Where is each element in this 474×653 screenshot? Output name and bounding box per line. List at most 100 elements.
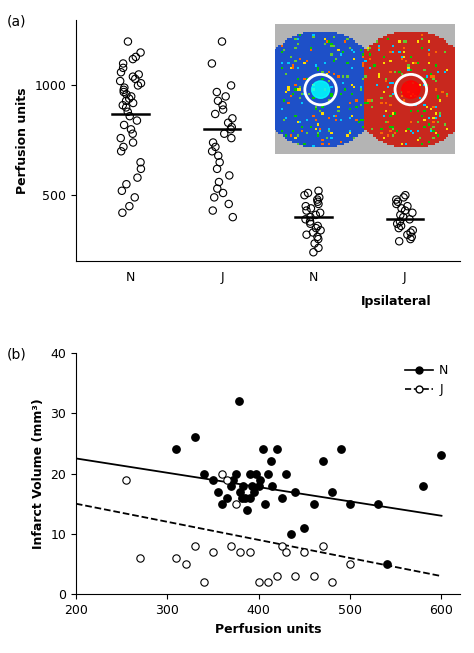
Point — [119, 63, 127, 73]
Point — [229, 474, 237, 485]
Point — [419, 481, 427, 491]
Point — [248, 481, 256, 491]
Point — [273, 571, 281, 581]
Point — [307, 212, 314, 223]
Point — [315, 185, 322, 196]
Point — [303, 205, 310, 215]
X-axis label: Perfusion units: Perfusion units — [215, 622, 321, 635]
Point — [374, 498, 381, 509]
Point — [137, 47, 145, 57]
Point — [316, 208, 324, 218]
Point — [209, 547, 217, 557]
Point — [134, 80, 142, 91]
Point — [328, 577, 336, 588]
Point — [137, 164, 145, 174]
Point — [117, 133, 125, 144]
Point — [243, 505, 251, 515]
Point — [191, 432, 199, 443]
Legend: N, J: N, J — [401, 359, 454, 402]
Point — [209, 146, 216, 157]
Point — [310, 571, 317, 581]
Point — [239, 481, 247, 491]
Point — [314, 197, 321, 207]
Point — [213, 87, 220, 97]
Point — [301, 522, 308, 533]
Point — [315, 243, 322, 253]
Text: Ipsilateral: Ipsilateral — [361, 295, 431, 308]
Point — [213, 164, 221, 174]
Point — [397, 221, 405, 231]
Point — [135, 69, 143, 80]
Point — [307, 203, 315, 214]
Point — [228, 113, 236, 123]
Point — [407, 227, 414, 238]
Point — [133, 116, 141, 126]
Point — [397, 210, 404, 220]
Point — [261, 498, 269, 509]
Point — [287, 529, 294, 539]
Point — [312, 223, 320, 233]
Point — [238, 492, 246, 503]
Point — [122, 474, 130, 485]
Point — [126, 93, 133, 104]
Point — [214, 95, 222, 106]
Point — [216, 157, 223, 167]
Point — [278, 492, 285, 503]
Point — [219, 468, 226, 479]
Point — [264, 577, 272, 588]
Point — [120, 85, 128, 95]
Point — [136, 553, 144, 564]
Point — [118, 146, 125, 157]
Point — [246, 468, 253, 479]
Point — [229, 212, 237, 223]
Point — [219, 100, 227, 110]
Point — [283, 468, 290, 479]
Point — [302, 214, 310, 225]
Point — [124, 106, 132, 117]
Point — [232, 498, 239, 509]
Point — [126, 201, 133, 212]
Point — [403, 229, 411, 240]
Point — [269, 481, 276, 491]
Point — [173, 553, 180, 564]
Point — [312, 210, 319, 220]
Point — [252, 468, 260, 479]
Point — [328, 486, 336, 497]
Point — [211, 142, 219, 152]
Point — [310, 247, 317, 257]
Point — [224, 118, 232, 128]
Point — [210, 192, 218, 202]
Point — [257, 474, 264, 485]
Point — [225, 199, 233, 209]
Y-axis label: Infarct Volume (mm³): Infarct Volume (mm³) — [32, 398, 45, 549]
Text: (a): (a) — [7, 15, 26, 29]
Point — [173, 444, 180, 454]
Point — [120, 119, 128, 130]
Point — [283, 547, 290, 557]
Point — [127, 124, 135, 135]
Point — [407, 234, 414, 244]
Point — [278, 541, 285, 551]
Point — [200, 468, 208, 479]
Point — [210, 137, 217, 148]
Point — [132, 52, 139, 62]
Point — [292, 571, 299, 581]
Point — [191, 541, 199, 551]
Point — [273, 444, 281, 454]
Point — [131, 74, 139, 84]
Point — [292, 486, 299, 497]
Point — [301, 547, 308, 557]
Point — [346, 498, 354, 509]
Point — [306, 216, 314, 227]
Point — [220, 129, 228, 139]
Point — [118, 185, 126, 196]
Point — [137, 78, 145, 88]
Point — [346, 559, 354, 569]
Point — [316, 192, 323, 202]
Point — [137, 157, 144, 167]
Point — [119, 58, 127, 69]
Point — [119, 142, 127, 152]
Point — [406, 214, 413, 225]
Point — [246, 547, 253, 557]
Point — [264, 468, 272, 479]
